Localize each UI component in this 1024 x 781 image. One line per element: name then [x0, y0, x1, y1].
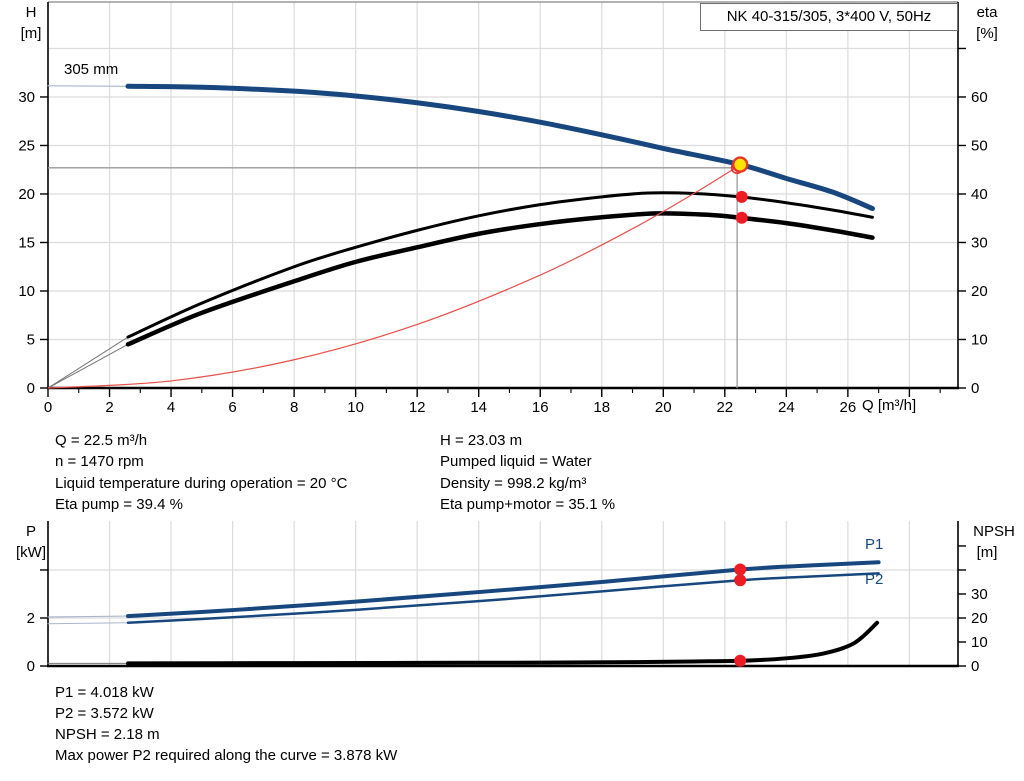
system-curve	[47, 166, 738, 389]
info-p1: P1 = 4.018 kW	[55, 684, 154, 701]
h-axis-unit: [m]	[20, 25, 42, 42]
chart-title-box: NK 40-315/305, 3*400 V, 50Hz	[700, 3, 958, 31]
x-axis-tick-label: 22	[716, 399, 733, 416]
info-eta-pump: Eta pump = 39.4 %	[55, 496, 183, 513]
eta-pump-point	[735, 190, 748, 203]
p-axis-unit: [kW]	[16, 544, 46, 561]
eta-pump-motor-curve-lead-in	[47, 343, 129, 389]
x-axis-tick-label: 12	[409, 399, 426, 416]
eta-pump-motor-point	[735, 211, 748, 224]
y-left-tick-label: 0	[27, 380, 35, 397]
head-curve-305mm	[125, 83, 875, 212]
x-axis-tick-label: 16	[532, 399, 549, 416]
npsh-curve	[125, 620, 880, 666]
x-axis-tick-label: 20	[655, 399, 672, 416]
y-right-tick-label: 60	[971, 89, 988, 106]
p1-curve-lead-in	[47, 615, 129, 618]
p2-curve-label: P2	[865, 571, 884, 588]
p2-curve	[126, 572, 880, 625]
info-head: H = 23.03 m	[440, 432, 523, 449]
y-left-tick-label: 5	[27, 331, 35, 348]
p2-point	[734, 574, 747, 587]
duty-point-actual	[731, 156, 749, 173]
p1-point	[734, 563, 747, 576]
eta-pump-curve-lead-in	[47, 336, 129, 389]
y-right-tick-label: 0	[971, 380, 979, 397]
eta-pump-motor-curve	[125, 211, 875, 347]
y-right-tick-label: 0	[971, 658, 979, 675]
y-right-tick-label: 30	[971, 586, 988, 603]
x-axis-tick-label: 4	[167, 399, 175, 416]
info-eta-pump-motor: Eta pump+motor = 35.1 %	[440, 496, 616, 513]
x-axis-tick-label: 0	[44, 399, 52, 416]
x-axis-tick-label: 24	[778, 399, 795, 416]
h-axis-symbol: H	[25, 4, 37, 21]
y-left-tick-label: 0	[27, 658, 35, 675]
impeller-diameter-label: 305 mm	[64, 61, 119, 78]
npsh-axis-unit: [m]	[976, 544, 998, 561]
y-right-tick-label: 50	[971, 137, 988, 154]
npsh-point	[734, 654, 747, 667]
y-right-tick-label: 40	[971, 186, 988, 203]
eta-axis-unit: [%]	[976, 25, 998, 42]
p1-curve	[125, 560, 881, 619]
y-right-tick-label: 30	[971, 234, 988, 251]
info-flow: Q = 22.5 m³/h	[55, 432, 148, 449]
npsh-axis-symbol: NPSH	[973, 523, 1015, 540]
eta-pump-curve	[126, 191, 874, 339]
info-speed: n = 1470 rpm	[55, 453, 144, 470]
x-axis-tick-label: 6	[228, 399, 236, 416]
y-right-tick-label: 20	[971, 610, 988, 627]
eta-axis-symbol: eta	[976, 4, 998, 21]
y-left-tick-label: 25	[18, 137, 35, 154]
p-axis-symbol: P	[25, 523, 36, 540]
info-p2: P2 = 3.572 kW	[55, 705, 154, 722]
info-max-power: Max power P2 required along the curve = …	[55, 747, 398, 764]
x-axis-tick-label: 14	[470, 399, 487, 416]
y-left-tick-label: 30	[18, 89, 35, 106]
y-left-tick-label: 15	[18, 234, 35, 251]
p2-curve-lead-in	[47, 622, 129, 625]
q-axis-label: Q [m³/h]	[862, 397, 917, 414]
info-temperature: Liquid temperature during operation = 20…	[55, 475, 348, 492]
p1-curve-label: P1	[865, 536, 884, 553]
y-left-tick-label: 2	[27, 610, 35, 627]
y-left-tick-label: 20	[18, 186, 35, 203]
x-axis-tick-label: 10	[347, 399, 364, 416]
y-right-tick-label: 10	[971, 634, 988, 651]
y-left-tick-label: 10	[18, 283, 35, 300]
y-right-tick-label: 20	[971, 283, 988, 300]
y-right-tick-label: 10	[971, 331, 988, 348]
x-axis-tick-label: 8	[290, 399, 298, 416]
info-npsh: NPSH = 2.18 m	[55, 726, 160, 743]
x-axis-tick-label: 18	[593, 399, 610, 416]
info-density: Density = 998.2 kg/m³	[440, 475, 587, 492]
info-liquid: Pumped liquid = Water	[440, 453, 592, 470]
x-axis-tick-label: 2	[105, 399, 113, 416]
x-axis-tick-label: 26	[840, 399, 857, 416]
